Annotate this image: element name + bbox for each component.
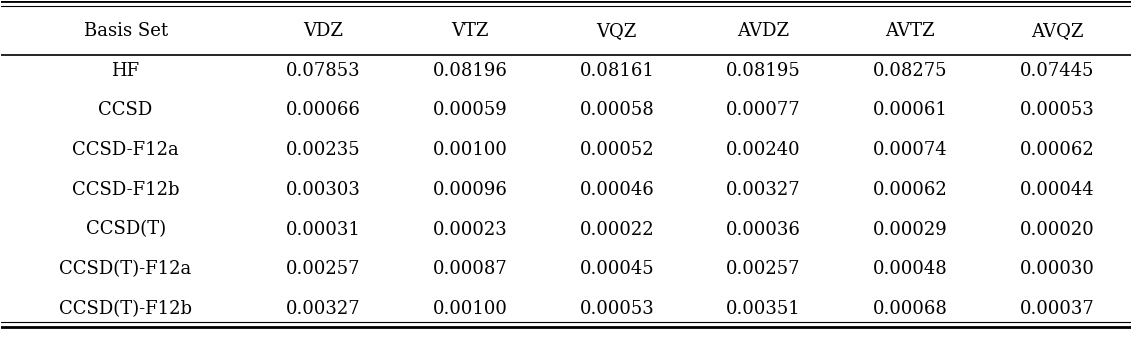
Text: 0.00074: 0.00074 — [873, 141, 947, 159]
Text: 0.00235: 0.00235 — [286, 141, 360, 159]
Text: CCSD(T): CCSD(T) — [86, 221, 165, 238]
Text: 0.00100: 0.00100 — [432, 141, 507, 159]
Text: CCSD-F12a: CCSD-F12a — [72, 141, 179, 159]
Text: 0.08196: 0.08196 — [432, 62, 507, 80]
Text: 0.00061: 0.00061 — [873, 102, 947, 119]
Text: 0.00023: 0.00023 — [432, 221, 507, 238]
Text: 0.00044: 0.00044 — [1020, 181, 1095, 199]
Text: 0.08275: 0.08275 — [873, 62, 947, 80]
Text: HF: HF — [112, 62, 139, 80]
Text: 0.00052: 0.00052 — [580, 141, 654, 159]
Text: 0.00257: 0.00257 — [286, 260, 360, 278]
Text: 0.00059: 0.00059 — [432, 102, 507, 119]
Text: 0.00053: 0.00053 — [1020, 102, 1095, 119]
Text: AVTZ: AVTZ — [885, 22, 935, 40]
Text: VDZ: VDZ — [303, 22, 343, 40]
Text: 0.00020: 0.00020 — [1020, 221, 1095, 238]
Text: 0.00096: 0.00096 — [432, 181, 507, 199]
Text: 0.00257: 0.00257 — [727, 260, 800, 278]
Text: 0.00030: 0.00030 — [1020, 260, 1095, 278]
Text: 0.00100: 0.00100 — [432, 300, 507, 318]
Text: 0.00036: 0.00036 — [726, 221, 801, 238]
Text: 0.08195: 0.08195 — [727, 62, 801, 80]
Text: 0.00022: 0.00022 — [580, 221, 654, 238]
Text: 0.00066: 0.00066 — [285, 102, 361, 119]
Text: 0.00029: 0.00029 — [873, 221, 947, 238]
Text: 0.00031: 0.00031 — [285, 221, 361, 238]
Text: 0.00240: 0.00240 — [727, 141, 801, 159]
Text: VQZ: VQZ — [597, 22, 637, 40]
Text: Basis Set: Basis Set — [84, 22, 168, 40]
Text: 0.00303: 0.00303 — [285, 181, 361, 199]
Text: 0.00087: 0.00087 — [432, 260, 507, 278]
Text: 0.00037: 0.00037 — [1020, 300, 1095, 318]
Text: 0.00062: 0.00062 — [873, 181, 947, 199]
Text: AVDZ: AVDZ — [738, 22, 790, 40]
Text: 0.00046: 0.00046 — [580, 181, 654, 199]
Text: 0.00327: 0.00327 — [286, 300, 360, 318]
Text: AVQZ: AVQZ — [1031, 22, 1083, 40]
Text: 0.00068: 0.00068 — [873, 300, 947, 318]
Text: CCSD-F12b: CCSD-F12b — [71, 181, 179, 199]
Text: CCSD(T)-F12a: CCSD(T)-F12a — [60, 260, 191, 278]
Text: 0.08161: 0.08161 — [580, 62, 654, 80]
Text: 0.00327: 0.00327 — [727, 181, 801, 199]
Text: CCSD: CCSD — [98, 102, 153, 119]
Text: 0.00048: 0.00048 — [873, 260, 947, 278]
Text: 0.00351: 0.00351 — [727, 300, 801, 318]
Text: 0.07853: 0.07853 — [286, 62, 360, 80]
Text: VTZ: VTZ — [452, 22, 489, 40]
Text: 0.00053: 0.00053 — [580, 300, 654, 318]
Text: 0.07445: 0.07445 — [1020, 62, 1095, 80]
Text: 0.00058: 0.00058 — [580, 102, 654, 119]
Text: CCSD(T)-F12b: CCSD(T)-F12b — [59, 300, 192, 318]
Text: 0.00045: 0.00045 — [580, 260, 654, 278]
Text: 0.00077: 0.00077 — [727, 102, 801, 119]
Text: 0.00062: 0.00062 — [1020, 141, 1095, 159]
